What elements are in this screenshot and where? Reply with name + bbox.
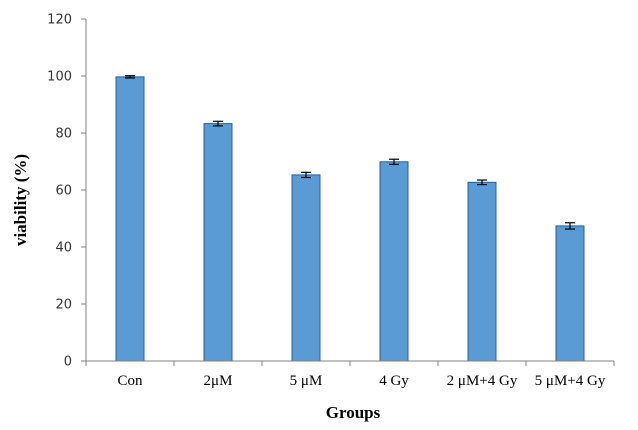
error-bar-1 — [213, 120, 223, 127]
x-tick-label-3: 4 Gy — [379, 373, 409, 389]
labels-layer: Con 2μM 5 μM 4 Gy 2 μM+4 Gy 5 μM+4 Gy 0 20 40 60 8… — [47, 13, 606, 390]
bar-1 — [203, 123, 233, 362]
y-tick-label-3: 60 — [55, 184, 72, 199]
x-tick-label-2: 5 μM — [290, 373, 323, 389]
axes-layer — [81, 18, 615, 366]
y-axis-title: viability (%) — [11, 154, 30, 246]
y-tick-label-2: 40 — [55, 241, 72, 256]
bars-layer — [115, 75, 585, 362]
bar-2 — [291, 174, 321, 362]
x-tick-label-1: 2μM — [204, 373, 233, 389]
y-tick-label-4: 80 — [55, 127, 72, 142]
x-tick-label-5: 5 μM+4 Gy — [535, 373, 606, 389]
error-bar-3 — [389, 158, 399, 165]
x-axis-title: Groups — [326, 403, 381, 422]
bar-4 — [467, 181, 497, 362]
error-bar-5 — [565, 222, 575, 230]
x-tick-label-4: 2 μM+4 Gy — [447, 373, 518, 389]
y-tick-label-6: 120 — [47, 13, 72, 28]
bar-3 — [379, 161, 409, 362]
bar-0 — [115, 76, 145, 362]
y-tick-label-0: 0 — [64, 355, 72, 370]
y-tick-label-5: 100 — [47, 70, 72, 85]
bar-5 — [555, 225, 585, 362]
error-bar-0 — [125, 75, 135, 79]
y-tick-label-1: 20 — [55, 298, 72, 313]
x-tick-label-0: Con — [117, 373, 143, 389]
error-bar-4 — [477, 179, 487, 186]
error-bar-2 — [301, 171, 311, 179]
